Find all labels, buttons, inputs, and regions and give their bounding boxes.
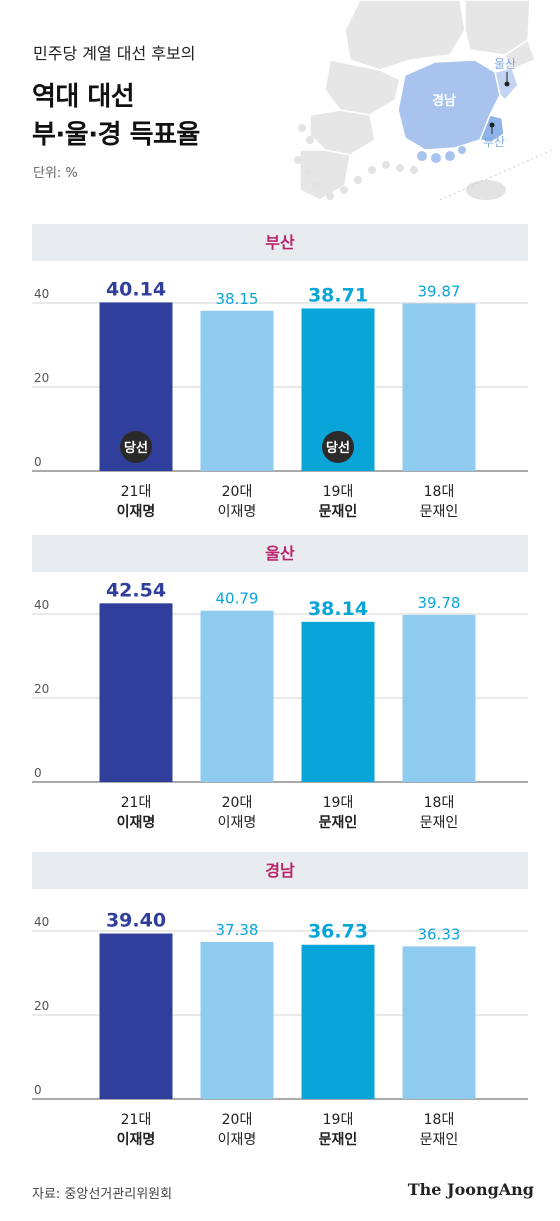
data-label: 36.33 bbox=[418, 925, 461, 943]
data-label: 37.38 bbox=[216, 921, 259, 939]
category-label-19: 19대 문재인 bbox=[283, 793, 393, 833]
candidate-name: 문재인 bbox=[318, 504, 358, 520]
category-term: 19대 bbox=[322, 1112, 354, 1128]
category-term: 18대 bbox=[423, 1112, 455, 1128]
bar bbox=[200, 942, 274, 1099]
map-label-busan: 부산 bbox=[483, 135, 505, 149]
map-jeju bbox=[466, 180, 506, 200]
data-label: 40.79 bbox=[216, 590, 259, 608]
category-term: 20대 bbox=[221, 795, 253, 811]
y-tick-label: 20 bbox=[34, 999, 49, 1013]
winner-badge-text: 당선 bbox=[124, 440, 148, 456]
unit-label: 단위: % bbox=[33, 166, 78, 181]
chart-gyeongnam: 0 20 40 39.40 37.38 36.73 36.33 bbox=[32, 910, 528, 1100]
bar bbox=[402, 946, 476, 1099]
data-label: 38.14 bbox=[308, 598, 368, 620]
chart-title-line2: 부·울·경 득표율 bbox=[32, 120, 200, 150]
category-label-21: 21대 이재명 bbox=[81, 793, 191, 833]
y-tick-label: 0 bbox=[34, 455, 42, 469]
chart-title-line1: 역대 대선 bbox=[32, 82, 135, 112]
section-busan: 부산 0 20 40 40.14 당선 38.15 38.71 당선 39.87 21대 이재명… bbox=[0, 224, 560, 534]
chart-subtitle: 민주당 계열 대선 후보의 bbox=[33, 44, 196, 63]
category-label-19: 19대 문재인 bbox=[283, 482, 393, 522]
candidate-name: 문재인 bbox=[318, 815, 358, 831]
data-label: 38.15 bbox=[216, 290, 259, 308]
winner-badge-text: 당선 bbox=[326, 440, 350, 456]
category-term: 19대 bbox=[322, 795, 354, 811]
category-label-20: 20대 이재명 bbox=[182, 1110, 292, 1150]
bar bbox=[402, 303, 476, 471]
category-label-18: 18대 문재인 bbox=[384, 793, 494, 833]
candidate-name: 이재명 bbox=[217, 815, 257, 831]
candidate-name: 문재인 bbox=[318, 1132, 358, 1148]
category-term: 21대 bbox=[120, 484, 152, 500]
y-tick-label: 20 bbox=[34, 682, 49, 696]
header: 민주당 계열 대선 후보의 역대 대선 부·울·경 득표율 단위: % bbox=[30, 0, 330, 200]
data-label: 39.87 bbox=[418, 283, 461, 301]
category-label-18: 18대 문재인 bbox=[384, 1110, 494, 1150]
region-title-ulsan: 울산 bbox=[32, 535, 528, 572]
chart-ulsan: 0 20 40 42.54 40.79 38.14 39.78 bbox=[32, 579, 528, 783]
category-label-21: 21대 이재명 bbox=[81, 482, 191, 522]
category-term: 19대 bbox=[322, 484, 354, 500]
regional-map: 울산 경남 부산 bbox=[294, 0, 553, 201]
section-gyeongnam: 경남 0 20 40 39.40 37.38 36.73 36.33 21대 이재명 20대… bbox=[0, 852, 560, 1162]
chart-busan: 0 20 40 40.14 당선 38.15 38.71 당선 39.87 bbox=[32, 278, 528, 472]
candidate-name: 문재인 bbox=[419, 1132, 459, 1148]
data-label: 42.54 bbox=[106, 579, 166, 601]
candidate-name: 이재명 bbox=[217, 1132, 257, 1148]
map-background-tiles bbox=[299, 0, 536, 201]
candidate-name: 이재명 bbox=[116, 815, 156, 831]
data-label: 38.71 bbox=[308, 284, 368, 306]
category-term: 20대 bbox=[221, 1112, 253, 1128]
map-islands bbox=[417, 146, 466, 163]
y-tick-label: 20 bbox=[34, 371, 49, 385]
y-tick-label: 40 bbox=[34, 915, 49, 929]
data-label: 39.78 bbox=[418, 594, 461, 612]
region-title-busan: 부산 bbox=[32, 224, 528, 261]
y-tick-label: 40 bbox=[34, 598, 49, 612]
category-label-19: 19대 문재인 bbox=[283, 1110, 393, 1150]
bar bbox=[402, 614, 476, 782]
category-term: 21대 bbox=[120, 1112, 152, 1128]
category-label-20: 20대 이재명 bbox=[182, 793, 292, 833]
bar bbox=[301, 621, 375, 782]
candidate-name: 이재명 bbox=[116, 1132, 156, 1148]
candidate-name: 문재인 bbox=[419, 504, 459, 520]
map-label-ulsan: 울산 bbox=[494, 57, 516, 71]
map-label-gyeongnam: 경남 bbox=[432, 93, 456, 109]
candidate-name: 문재인 bbox=[419, 815, 459, 831]
data-label: 36.73 bbox=[308, 921, 368, 943]
category-term: 18대 bbox=[423, 484, 455, 500]
category-term: 18대 bbox=[423, 795, 455, 811]
category-term: 21대 bbox=[120, 795, 152, 811]
candidate-name: 이재명 bbox=[116, 504, 156, 520]
category-label-18: 18대 문재인 bbox=[384, 482, 494, 522]
map-sea-divider bbox=[439, 149, 553, 201]
y-tick-label: 0 bbox=[34, 1083, 42, 1097]
publisher-logo: The JoongAng bbox=[407, 1180, 534, 1199]
category-label-21: 21대 이재명 bbox=[81, 1110, 191, 1150]
section-ulsan: 울산 0 20 40 42.54 40.79 38.14 39.78 21대 이재명 20대… bbox=[0, 535, 560, 845]
data-label: 40.14 bbox=[106, 278, 166, 300]
bar bbox=[301, 944, 375, 1099]
bar bbox=[200, 610, 274, 782]
map-dots bbox=[294, 124, 418, 200]
category-label-20: 20대 이재명 bbox=[182, 482, 292, 522]
data-label: 39.40 bbox=[106, 910, 166, 932]
source-note: 자료: 중앙선거관리위원회 bbox=[32, 1187, 173, 1202]
winner-badge bbox=[120, 431, 152, 463]
candidate-name: 이재명 bbox=[217, 504, 257, 520]
bar bbox=[99, 933, 173, 1099]
bar bbox=[200, 310, 274, 471]
region-title-gyeongnam: 경남 bbox=[32, 852, 528, 889]
winner-badge bbox=[322, 431, 354, 463]
y-tick-label: 0 bbox=[34, 766, 42, 780]
category-term: 20대 bbox=[221, 484, 253, 500]
bar bbox=[99, 603, 173, 782]
y-tick-label: 40 bbox=[34, 287, 49, 301]
